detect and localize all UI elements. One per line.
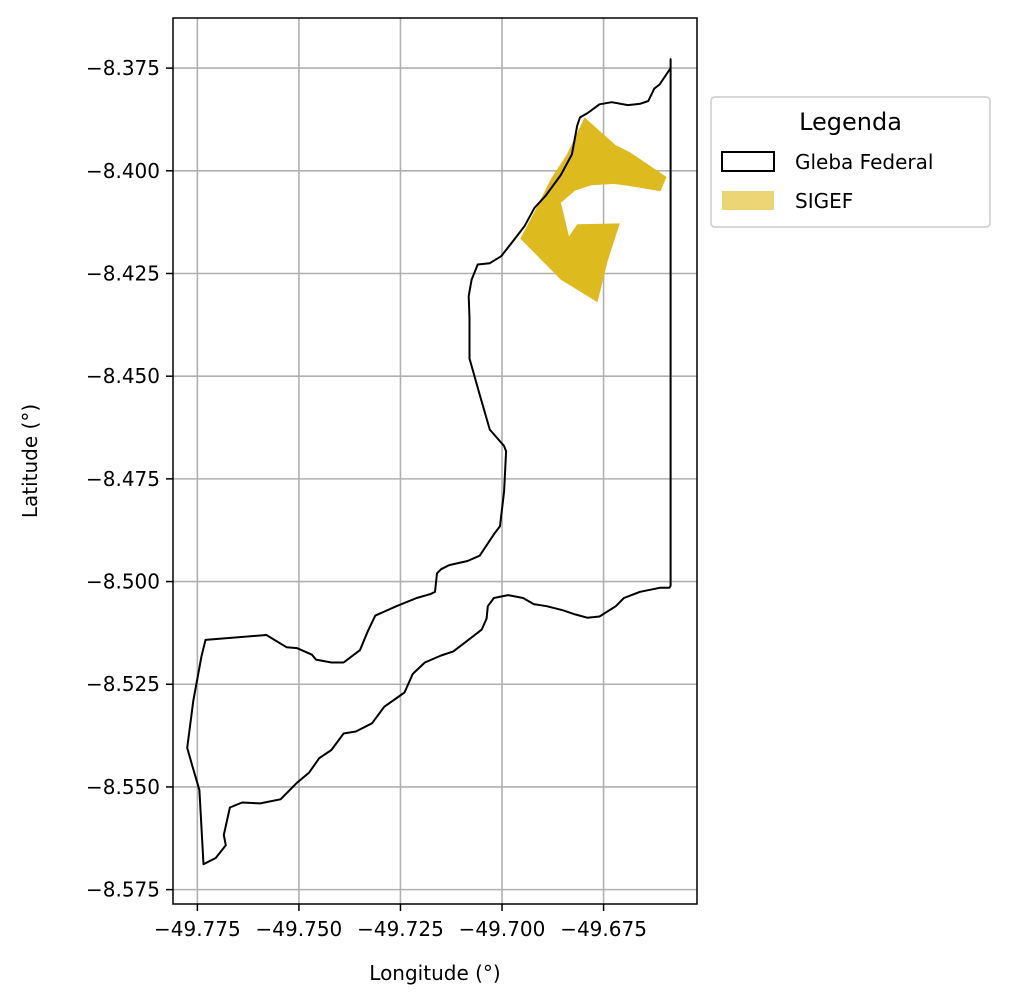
legend: Legenda Gleba Federal SIGEF <box>710 96 991 228</box>
y-tick-label: −8.400 <box>86 159 160 183</box>
y-tick-label: −8.575 <box>86 878 160 902</box>
map-layers <box>186 58 672 866</box>
legend-swatch-outline <box>721 151 775 172</box>
y-tick-label: −8.425 <box>86 261 160 285</box>
y-tick-label: −8.475 <box>86 467 160 491</box>
x-axis-label: Longitude (°) <box>369 961 500 985</box>
x-tick-label: −49.675 <box>560 917 647 941</box>
legend-entries: Gleba Federal SIGEF <box>721 150 933 213</box>
x-axis-ticks: −49.775 −49.750 −49.725 −49.700 −49.675 <box>154 904 647 941</box>
y-tick-label: −8.500 <box>86 570 160 594</box>
legend-label: SIGEF <box>795 189 853 213</box>
x-tick-label: −49.700 <box>459 917 546 941</box>
gleba-federal-polygon <box>186 58 672 866</box>
grid-lines <box>173 18 697 904</box>
legend-box <box>710 96 991 228</box>
sigef-polygon <box>520 117 667 303</box>
x-tick-label: −49.775 <box>154 917 241 941</box>
legend-swatch-fill <box>722 191 774 210</box>
legend-title: Legenda <box>799 108 902 136</box>
y-tick-label: −8.375 <box>86 56 160 80</box>
axes-frame <box>172 17 698 905</box>
y-tick-label: −8.450 <box>86 364 160 388</box>
x-tick-label: −49.725 <box>357 917 444 941</box>
x-tick-label: −49.750 <box>256 917 343 941</box>
y-tick-label: −8.550 <box>86 775 160 799</box>
y-axis-ticks: −8.375 −8.400 −8.425 −8.450 −8.475 −8.500 −8.5… <box>86 56 173 902</box>
y-axis-label: Latitude (°) <box>18 404 42 518</box>
legend-label: Gleba Federal <box>795 150 933 174</box>
y-tick-label: −8.525 <box>86 672 160 696</box>
